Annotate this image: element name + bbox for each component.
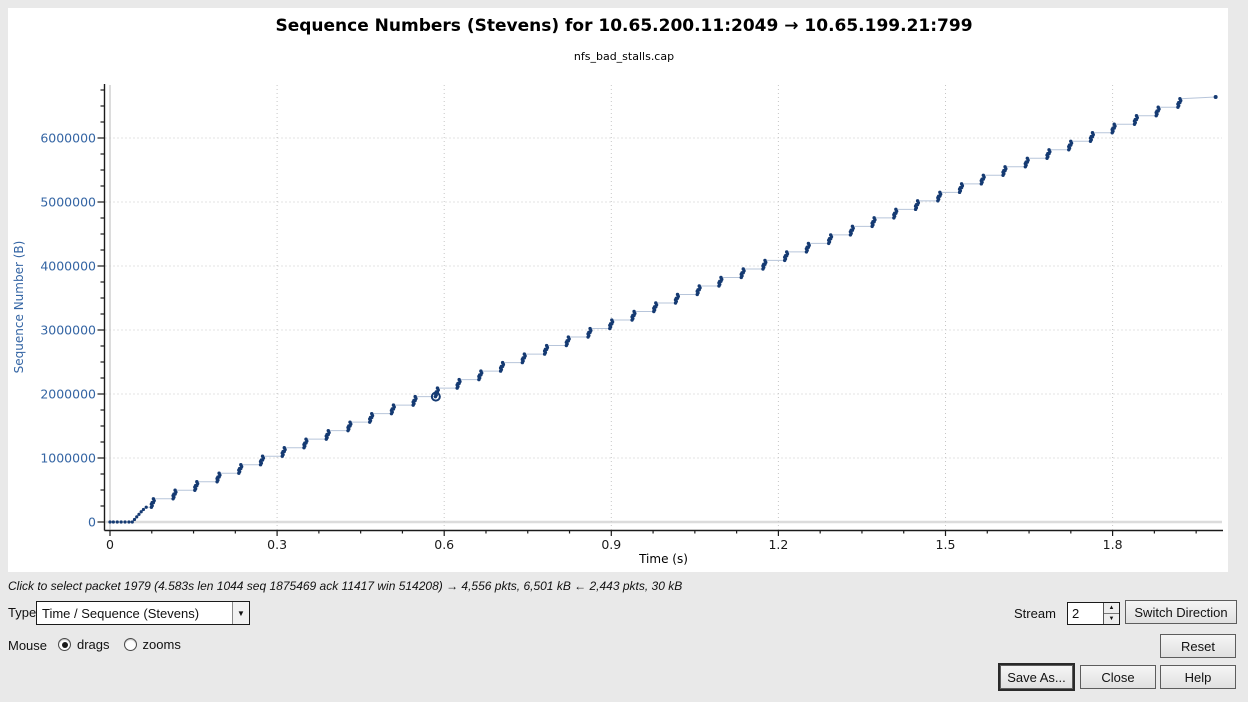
- svg-text:0.9: 0.9: [601, 537, 621, 552]
- status-hint-text: Click to select packet 1979 (4.583s len …: [8, 579, 683, 593]
- svg-text:1000000: 1000000: [40, 451, 96, 466]
- stream-spinbox[interactable]: ▲ ▼: [1067, 602, 1120, 625]
- svg-text:3000000: 3000000: [40, 323, 96, 338]
- type-label: Type: [8, 605, 37, 620]
- spin-up-icon[interactable]: ▲: [1104, 603, 1119, 614]
- switch-direction-button[interactable]: Switch Direction: [1125, 600, 1237, 624]
- close-button[interactable]: Close: [1080, 665, 1156, 689]
- svg-text:0.3: 0.3: [267, 537, 287, 552]
- graph-title: Sequence Numbers (Stevens) for 10.65.200…: [275, 16, 973, 36]
- svg-text:5000000: 5000000: [40, 195, 96, 210]
- svg-text:1.5: 1.5: [936, 537, 956, 552]
- save-as-button[interactable]: Save As...: [1000, 665, 1073, 689]
- radio-zooms-icon[interactable]: [123, 638, 137, 651]
- mouse-mode-radio-group: drags zooms: [58, 637, 181, 652]
- reset-button[interactable]: Reset: [1160, 634, 1236, 658]
- svg-text:6000000: 6000000: [40, 131, 96, 146]
- svg-text:2000000: 2000000: [40, 387, 96, 402]
- svg-text:0.6: 0.6: [434, 537, 454, 552]
- help-button[interactable]: Help: [1160, 665, 1236, 689]
- sequence-graph-plot[interactable]: 0 1000000 2000000 3000000 4000000 5000000 6000…: [0, 0, 1248, 572]
- svg-text:0: 0: [88, 515, 96, 530]
- y-axis-title: Sequence Number (B): [12, 240, 26, 374]
- svg-text:1.8: 1.8: [1103, 537, 1123, 552]
- x-axis-title: Time (s): [639, 552, 688, 566]
- spin-down-icon[interactable]: ▼: [1104, 614, 1119, 624]
- stream-input[interactable]: [1068, 603, 1103, 624]
- mouse-label: Mouse: [8, 638, 48, 653]
- radio-drags[interactable]: drags: [58, 637, 110, 652]
- svg-text:0: 0: [106, 537, 114, 552]
- svg-text:1.2: 1.2: [768, 537, 788, 552]
- radio-zooms-label: zooms: [142, 637, 181, 652]
- chevron-down-icon[interactable]: ▼: [232, 602, 249, 624]
- radio-drags-icon[interactable]: [58, 638, 71, 651]
- graph-type-select[interactable]: Time / Sequence (Stevens) ▼: [36, 601, 250, 625]
- svg-text:4000000: 4000000: [40, 259, 96, 274]
- stream-spin-buttons[interactable]: ▲ ▼: [1103, 603, 1119, 624]
- radio-drags-label: drags: [77, 637, 110, 652]
- stream-label: Stream: [1014, 606, 1056, 621]
- graph-type-selected-value: Time / Sequence (Stevens): [42, 605, 200, 621]
- radio-zooms[interactable]: zooms: [123, 637, 181, 652]
- graph-canvas-background: [8, 8, 1228, 572]
- graph-subtitle: nfs_bad_stalls.cap: [573, 50, 675, 63]
